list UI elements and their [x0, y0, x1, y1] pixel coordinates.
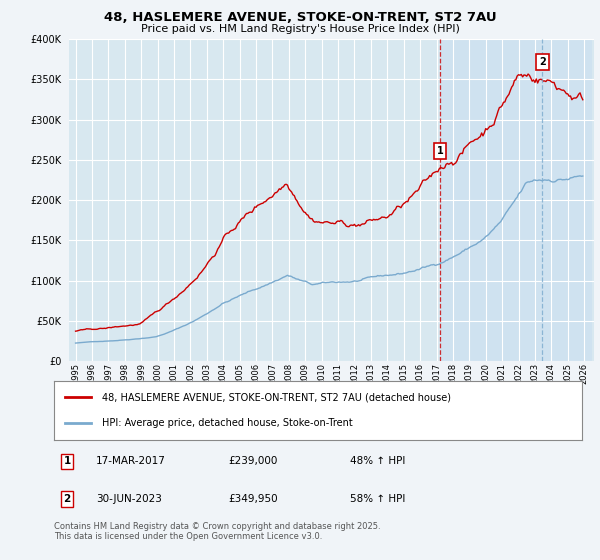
Text: 1: 1 [437, 146, 443, 156]
Text: HPI: Average price, detached house, Stoke-on-Trent: HPI: Average price, detached house, Stok… [101, 418, 352, 428]
Text: Price paid vs. HM Land Registry's House Price Index (HPI): Price paid vs. HM Land Registry's House … [140, 24, 460, 34]
Text: 48% ↑ HPI: 48% ↑ HPI [350, 456, 405, 466]
Text: 2: 2 [539, 57, 546, 67]
Text: 58% ↑ HPI: 58% ↑ HPI [350, 494, 405, 504]
Text: Contains HM Land Registry data © Crown copyright and database right 2025.
This d: Contains HM Land Registry data © Crown c… [54, 522, 380, 542]
Text: 17-MAR-2017: 17-MAR-2017 [96, 456, 166, 466]
Text: £239,000: £239,000 [228, 456, 278, 466]
Bar [440, 39, 592, 361]
Text: 1: 1 [64, 456, 71, 466]
Text: 48, HASLEMERE AVENUE, STOKE-ON-TRENT, ST2 7AU (detached house): 48, HASLEMERE AVENUE, STOKE-ON-TRENT, ST… [101, 392, 451, 402]
Text: 30-JUN-2023: 30-JUN-2023 [96, 494, 162, 504]
Text: 48, HASLEMERE AVENUE, STOKE-ON-TRENT, ST2 7AU: 48, HASLEMERE AVENUE, STOKE-ON-TRENT, ST… [104, 11, 496, 24]
Text: 2: 2 [64, 494, 71, 504]
Text: £349,950: £349,950 [228, 494, 278, 504]
